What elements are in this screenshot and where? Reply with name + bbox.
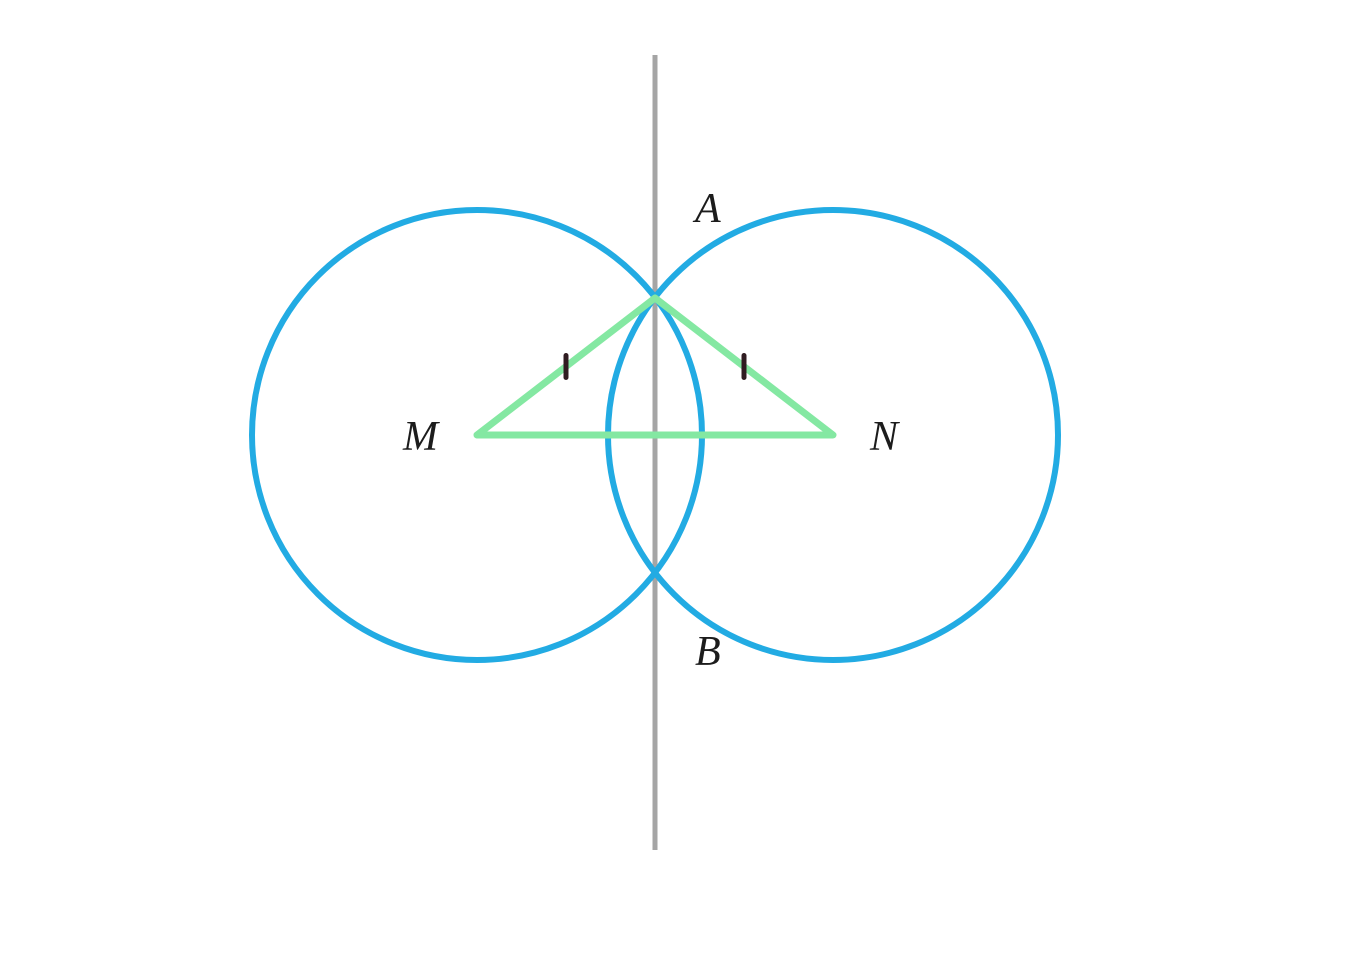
label-N: N	[869, 414, 900, 460]
label-M: M	[402, 414, 440, 460]
label-A: A	[692, 186, 721, 232]
geometry-diagram: A B M N	[0, 0, 1350, 957]
label-B: B	[695, 629, 721, 675]
